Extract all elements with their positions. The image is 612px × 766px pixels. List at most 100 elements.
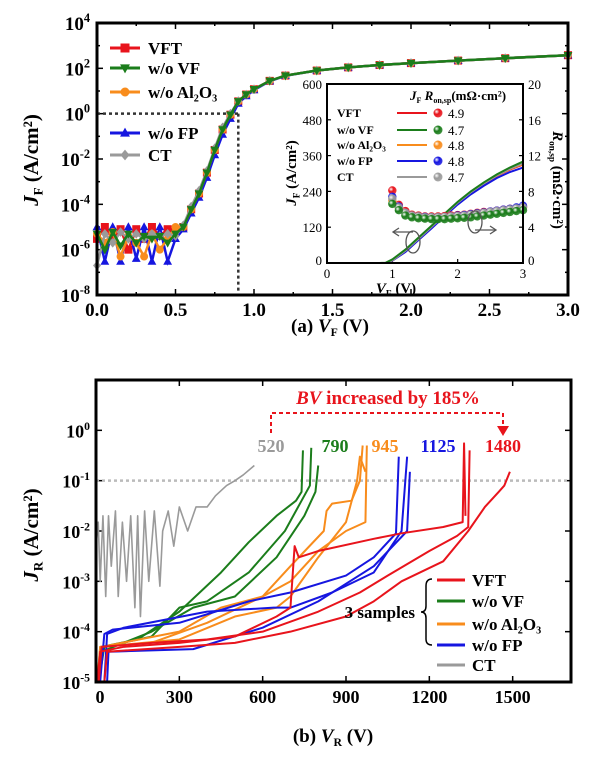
ron-marker: [388, 199, 397, 209]
legend-item: VFT: [110, 39, 183, 58]
triangle-down-marker: [453, 57, 463, 66]
x-axis-title: (b) VR (V): [293, 726, 373, 749]
text-span: -2: [80, 520, 90, 533]
text-span: -3: [80, 571, 90, 584]
inset-legend-item: w/o FP 4.8: [337, 154, 464, 169]
text-span: J: [284, 198, 300, 207]
y-tick-label: 102: [65, 56, 90, 80]
triangle-down-marker: [178, 223, 188, 232]
legend-sphere: [433, 156, 443, 166]
x-tick-label: 0: [324, 266, 331, 281]
samples-note: 3 samples: [345, 603, 416, 622]
triangle-down-marker: [281, 72, 290, 81]
ron-marker: [492, 209, 502, 218]
text-span: 10: [61, 150, 80, 171]
ron-sp-value: 4.8: [448, 138, 464, 153]
x-tick-label: 1.5: [321, 300, 345, 321]
x-axis-title: (a) VF (V): [291, 316, 369, 339]
y-tick-label-left: 600: [303, 77, 323, 92]
y-tick-label-right: 12: [528, 149, 541, 164]
text-span: -4: [80, 192, 90, 206]
y-axis-title: JR (A/cm²): [19, 488, 46, 582]
ron-marker: [388, 186, 397, 195]
circle-marker: [171, 223, 180, 231]
triangle-down-marker: [343, 64, 353, 73]
triangle-down-marker: [171, 230, 180, 239]
y-tick-label-right: 16: [528, 113, 542, 128]
text-span: -8: [80, 283, 90, 297]
text-span: (A/cm²): [284, 140, 300, 192]
x-tick-label: 2.0: [399, 300, 423, 321]
legend-brace: [420, 578, 433, 646]
diamond-marker: [147, 229, 156, 239]
triangle-up-marker: [147, 256, 157, 265]
legend-item: w/o FP: [437, 636, 523, 655]
triangle-down-marker: [218, 126, 227, 135]
square-marker: [124, 245, 133, 254]
square-marker: [147, 223, 156, 231]
sample-line: [96, 442, 467, 683]
y-tick-label-right: 20: [528, 77, 541, 92]
legend-label: VFT: [148, 39, 183, 58]
y-tick-label: 10-5: [62, 671, 90, 693]
series-w-o-vf: [92, 51, 573, 255]
triangle-up-marker: [116, 256, 125, 265]
text-span: J: [409, 88, 417, 103]
text-span: R: [549, 130, 565, 141]
triangle-up-marker: [108, 222, 118, 231]
legend-item: w/o FP: [110, 124, 199, 143]
text-span: F: [417, 96, 422, 105]
ron-marker: [446, 214, 456, 223]
text-span: on,sp: [547, 141, 557, 162]
x-tick-label: 3.0: [556, 300, 580, 321]
y-tick-label: 100: [65, 102, 90, 126]
arrow-down-icon: [497, 426, 509, 436]
legend-item: CT: [110, 146, 172, 165]
inset-legend-item: w/o VF 4.7: [337, 123, 465, 138]
y-tick-label: 10-6: [61, 238, 90, 262]
triangle-down-marker: [249, 86, 259, 95]
ron-marker: [499, 208, 508, 218]
triangle-down-marker: [120, 64, 130, 74]
triangle-up-marker: [124, 222, 133, 231]
triangle-down-marker: [131, 239, 141, 248]
circle-marker: [120, 87, 130, 97]
text-span: on,sp: [433, 96, 452, 105]
text-span: F: [386, 289, 392, 299]
ron-sp-value: 4.7: [448, 123, 465, 138]
text-span: 10: [65, 14, 84, 35]
y-tick-label: 10-4: [62, 621, 90, 643]
y-tick-label-right: 4: [528, 220, 535, 235]
legend-sphere: [433, 172, 443, 182]
y-tick-label-left: 360: [303, 149, 323, 164]
triangle-up-marker: [131, 253, 141, 262]
jf-curve-ellipse: [405, 230, 421, 254]
text-span: (A/cm²): [19, 488, 43, 561]
triangle-down-marker: [265, 77, 275, 86]
triangle-down-marker: [194, 190, 204, 199]
legend-label: w/o VF: [337, 123, 374, 137]
breakdown-voltage-label: 1125: [420, 436, 455, 456]
legend-label: w/o Al₂O₃: [148, 83, 217, 102]
x-tick-label: 0.5: [164, 300, 188, 321]
ron-marker: [460, 213, 469, 223]
triangle-down-marker: [124, 230, 133, 239]
text-span: (b): [293, 726, 321, 747]
legend-item: VFT: [437, 571, 507, 590]
legend-item: CT: [437, 656, 496, 675]
text-span: 10: [62, 673, 80, 693]
y-tick-label: 10-1: [62, 470, 90, 492]
y-tick-label: 10-2: [61, 147, 90, 171]
y-tick-label-right: 8: [528, 184, 535, 199]
x-tick-label: 600: [249, 687, 276, 707]
text-span: 10: [65, 59, 84, 80]
legend-label: CT: [148, 146, 172, 165]
y-tick-label-left: 120: [303, 220, 323, 235]
legend-label: w/o VF: [472, 592, 524, 611]
ron-sp-value: 4.9: [448, 106, 464, 121]
text-span: 10: [65, 105, 84, 126]
